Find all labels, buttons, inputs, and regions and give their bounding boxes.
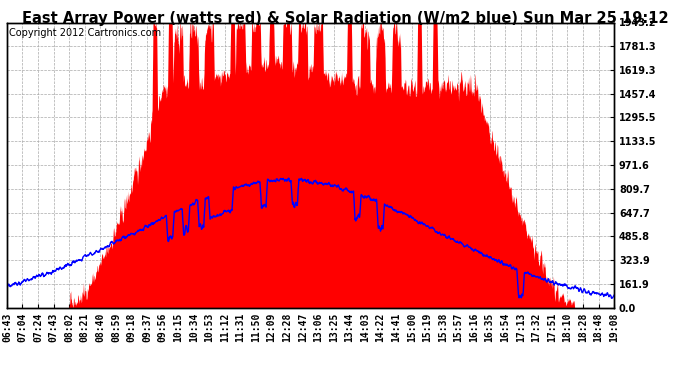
Text: Copyright 2012 Cartronics.com: Copyright 2012 Cartronics.com: [9, 28, 161, 38]
Text: East Array Power (watts red) & Solar Radiation (W/m2 blue) Sun Mar 25 19:12: East Array Power (watts red) & Solar Rad…: [21, 11, 669, 26]
